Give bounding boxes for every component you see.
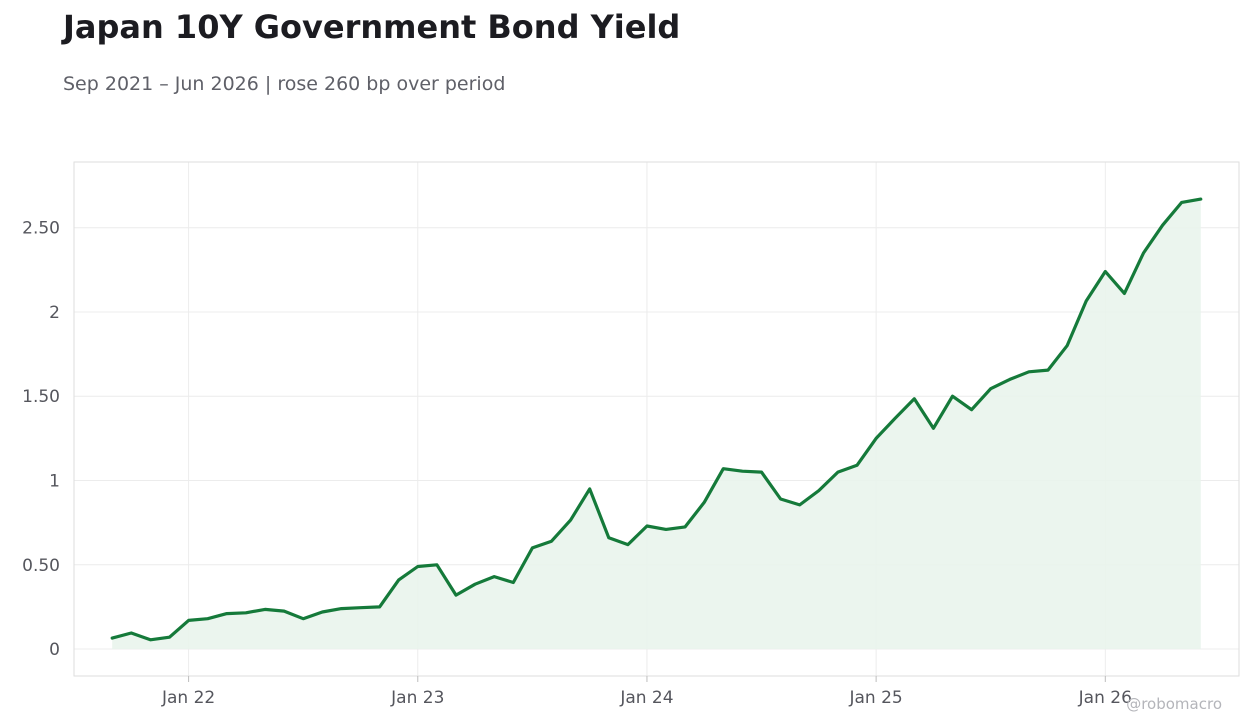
x-axis: Jan 22 Jan 23 Jan 24 Jan 25 Jan 26: [161, 676, 1132, 708]
x-tick-label: Jan 22: [161, 688, 215, 708]
y-tick-label: 2: [49, 303, 60, 323]
y-tick-label: 1.50: [22, 387, 60, 407]
x-tick-label: Jan 24: [619, 688, 673, 708]
chart-title: Japan 10Y Government Bond Yield: [63, 8, 681, 46]
yield-area: [112, 199, 1201, 649]
chart-subtitle: Sep 2021 – Jun 2026 | rose 260 bp over p…: [63, 73, 506, 95]
y-tick-label: 0: [49, 640, 60, 660]
y-tick-label: 2.50: [22, 219, 60, 239]
x-tick-label: Jan 25: [849, 688, 903, 708]
x-tick-label: Jan 26: [1078, 688, 1132, 708]
x-tick-label: Jan 23: [390, 688, 444, 708]
y-axis: 0 0.50 1 1.50 2 2.50: [22, 219, 60, 660]
plot-frame: [73, 161, 1240, 677]
y-tick-label: 0.50: [22, 556, 60, 576]
yield-line: [110, 197, 1203, 642]
watermark: @robomacro: [1126, 695, 1222, 713]
y-tick-label: 1: [49, 472, 60, 492]
